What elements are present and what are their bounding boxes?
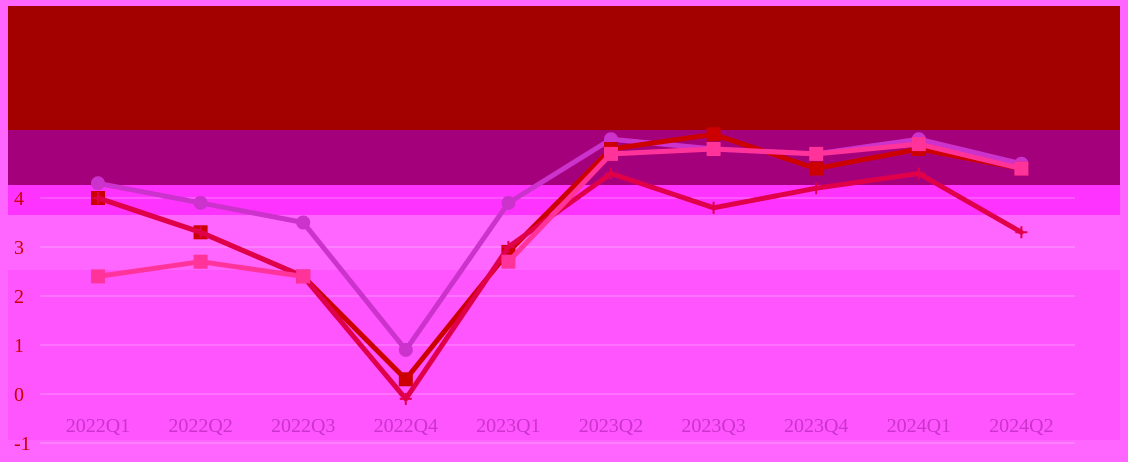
y-tick-label: 0 [14,384,24,406]
data-point [810,182,823,195]
series-2 [91,127,1029,387]
x-axis-ticks: 2022Q1 2022Q2 2022Q3 2022Q4 2023Q1 2023Q2 2023… [66,415,1054,437]
data-point [809,161,824,176]
data-point [398,342,413,357]
x-tick-label: 2022Q2 [168,415,232,437]
data-point [605,167,617,180]
data-point [92,192,104,204]
series-line [505,141,1024,265]
x-tick-label: 2023Q3 [681,415,745,437]
data-point [91,176,105,191]
data-point [91,269,105,284]
y-axis-ticks: -1 0 1 2 3 4 [14,188,31,455]
data-point [296,269,311,284]
y-tick-label: 3 [14,237,24,259]
series-4 [91,137,1029,284]
x-tick-label: 2022Q4 [374,415,438,437]
data-point [604,146,618,161]
data-point [707,201,720,214]
data-point [502,241,515,253]
data-point [706,127,721,142]
x-tick-label: 2023Q2 [579,415,643,437]
x-tick-label: 2022Q1 [66,415,130,437]
data-point [501,195,516,210]
gridlines [40,197,1075,444]
x-tick-label: 2023Q1 [476,415,540,437]
x-tick-label: 2022Q3 [271,415,335,437]
data-point [809,146,824,161]
data-point [399,392,412,405]
data-point [296,215,311,230]
data-point [501,254,516,269]
data-point [398,372,413,387]
y-tick-label: 1 [14,335,24,357]
y-tick-label: 4 [14,188,24,210]
y-tick-label: 2 [14,286,24,308]
data-point [194,226,207,239]
upper-band [8,130,1120,185]
y-tick-label: -1 [14,433,31,455]
x-tick-label: 2024Q1 [887,415,951,437]
data-point [1014,161,1029,176]
data-point [706,142,721,156]
header-band [8,6,1120,130]
x-tick-label: 2024Q2 [989,415,1053,437]
data-point [1015,226,1028,239]
series-group [91,127,1029,405]
data-point [912,167,925,180]
x-tick-label: 2023Q4 [784,415,848,437]
data-point [911,137,926,152]
series-line [95,136,1024,353]
data-point [193,254,208,269]
data-point [193,195,208,210]
lower-band [8,270,1120,440]
